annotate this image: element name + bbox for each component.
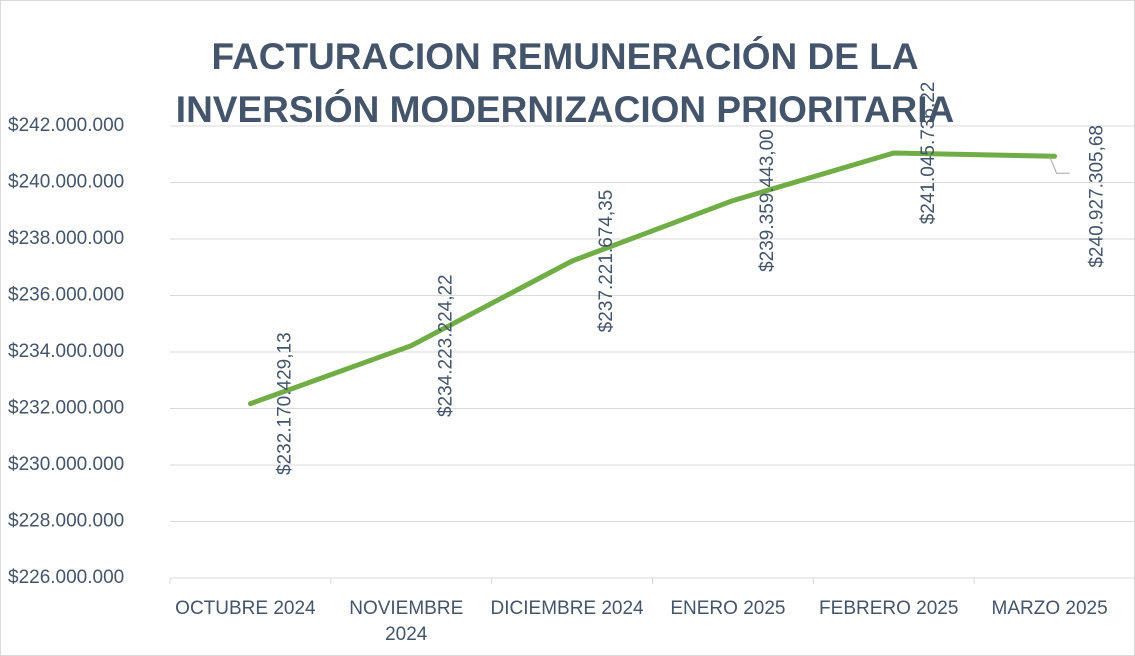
data-label: $232.170.429,13	[274, 332, 295, 475]
x-tick-label: FEBRERO 2025	[819, 598, 959, 619]
data-label: $239.359.443,00	[757, 129, 778, 272]
x-tick-label: NOVIEMBRE 2024	[349, 598, 464, 645]
y-tick-label: $228.000.000	[8, 511, 124, 532]
y-tick-label: $234.000.000	[8, 341, 124, 362]
x-tick-label: ENERO 2025	[670, 598, 786, 619]
data-label: $240.927.305,68	[1087, 125, 1108, 268]
data-label: $234.223.224,22	[435, 274, 456, 417]
y-tick-label: $232.000.000	[8, 398, 124, 419]
y-tick-label: $240.000.000	[8, 172, 124, 193]
y-tick-label: $226.000.000	[8, 567, 124, 588]
y-tick-label: $236.000.000	[8, 285, 124, 306]
y-tick-label: $238.000.000	[8, 228, 124, 249]
chart-title: FACTURACION REMUNERACIÓN DE LA INVERSIÓN…	[175, 36, 955, 130]
y-tick-label: $242.000.000	[8, 115, 124, 136]
y-tick-label: $230.000.000	[8, 454, 124, 475]
line-series	[247, 150, 1058, 407]
data-label: $241.045.736,22	[918, 82, 939, 225]
x-tick-label: MARZO 2025	[991, 598, 1108, 619]
data-label: $237.221.674,35	[596, 190, 617, 333]
x-tick-label: DICIEMBRE 2024	[490, 598, 644, 619]
leader-line	[1049, 156, 1070, 174]
x-tick-label: OCTUBRE 2024	[175, 598, 316, 619]
